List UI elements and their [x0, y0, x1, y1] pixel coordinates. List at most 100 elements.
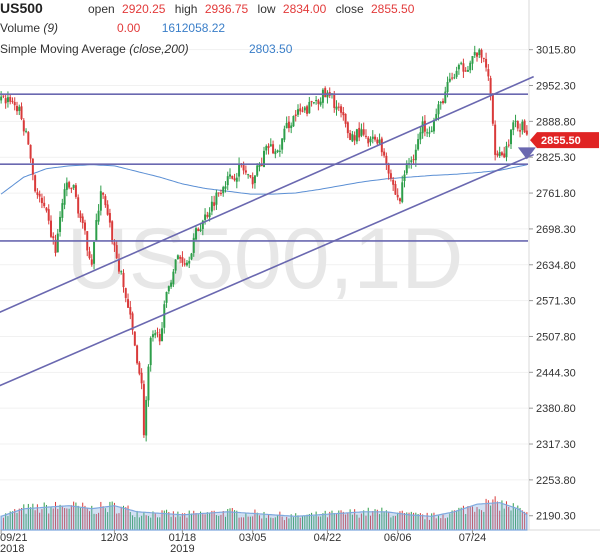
candle-body [59, 216, 62, 232]
volume-bar [449, 513, 451, 530]
candle [306, 104, 309, 117]
volume-bar [202, 514, 204, 530]
candle [342, 107, 345, 121]
candle-body [478, 49, 481, 56]
volume-bar [68, 508, 70, 530]
candle-body [489, 78, 492, 96]
candle [63, 183, 66, 210]
volume-bar [347, 512, 349, 530]
candle-body [482, 57, 485, 59]
candle-body [337, 106, 340, 108]
candle-body [448, 78, 451, 82]
candle [421, 116, 424, 139]
candle [138, 361, 141, 376]
candle [99, 185, 102, 216]
candle [215, 189, 218, 210]
volume-bar [510, 510, 512, 530]
candle [183, 258, 186, 267]
candle [222, 185, 225, 197]
volume-bar [428, 519, 430, 530]
x-tick-year-label: 2019 [170, 543, 194, 555]
volume-bar [458, 507, 460, 530]
volume-bar [91, 505, 93, 530]
candle [378, 133, 381, 145]
candle-body [131, 313, 134, 331]
candle [251, 172, 254, 189]
volume-bar [431, 513, 433, 530]
volume-bar [283, 520, 285, 530]
candle [485, 52, 488, 72]
candle-body [523, 120, 526, 133]
volume-bar [98, 512, 100, 530]
candle-body [491, 93, 494, 124]
volume-bar [247, 516, 249, 530]
volume-bar [21, 507, 23, 530]
candle-body [31, 158, 34, 175]
candle [507, 139, 510, 148]
candle-body [430, 130, 433, 133]
candle [136, 344, 139, 365]
volume-bar [61, 506, 63, 530]
candle [439, 101, 442, 110]
candle-body [378, 139, 381, 144]
candle-body [88, 251, 91, 259]
symbol-label: US500 [0, 0, 43, 16]
volume-bar [508, 506, 510, 530]
candle [133, 331, 136, 347]
volume-bar [492, 499, 494, 530]
watermark: US500,1D [67, 211, 464, 307]
candle-body [163, 304, 166, 328]
candle [396, 188, 399, 201]
candle [278, 144, 281, 157]
candle-body [179, 256, 182, 259]
volume-bar [336, 513, 338, 530]
candle-body [190, 253, 193, 260]
volume-bar [132, 515, 134, 530]
candle [34, 174, 37, 193]
volume-bar [59, 504, 61, 530]
candle-body [27, 132, 30, 145]
candle-body [251, 177, 254, 185]
candle [419, 126, 422, 145]
candle [290, 122, 293, 134]
candle [176, 254, 179, 260]
candle [68, 180, 71, 190]
candle [127, 293, 130, 308]
candle [321, 88, 324, 109]
last-price-tag: 2855.50 [530, 132, 599, 149]
candle [346, 121, 349, 139]
candle [367, 136, 370, 147]
candle [287, 115, 290, 133]
candle-body [419, 132, 422, 140]
volume-bar [263, 511, 265, 530]
volume-bar [496, 501, 498, 530]
candle [145, 396, 148, 442]
volume-bar [311, 512, 313, 530]
volume-bar [224, 516, 226, 530]
candle [498, 146, 501, 158]
candle [274, 148, 277, 159]
candle-body [471, 56, 474, 64]
candle-body [147, 366, 150, 401]
candle [451, 72, 454, 81]
candle [217, 192, 220, 197]
candle [2, 95, 5, 99]
volume-bar [41, 509, 43, 530]
candle [52, 232, 55, 245]
volume-bar [147, 515, 149, 530]
x-tick-label: 09/21 [0, 532, 28, 544]
candle [15, 101, 18, 115]
candle-body [514, 120, 517, 122]
down-arrow-icon [517, 147, 536, 160]
candle-body [70, 187, 73, 190]
candle [174, 259, 177, 274]
candle-body [56, 233, 59, 253]
volume-bar [184, 513, 186, 530]
volume-bar [138, 517, 140, 530]
candle-body [9, 97, 12, 102]
candle [299, 103, 302, 115]
candle [521, 119, 524, 135]
volume-bar [107, 512, 109, 530]
candle [129, 301, 132, 320]
